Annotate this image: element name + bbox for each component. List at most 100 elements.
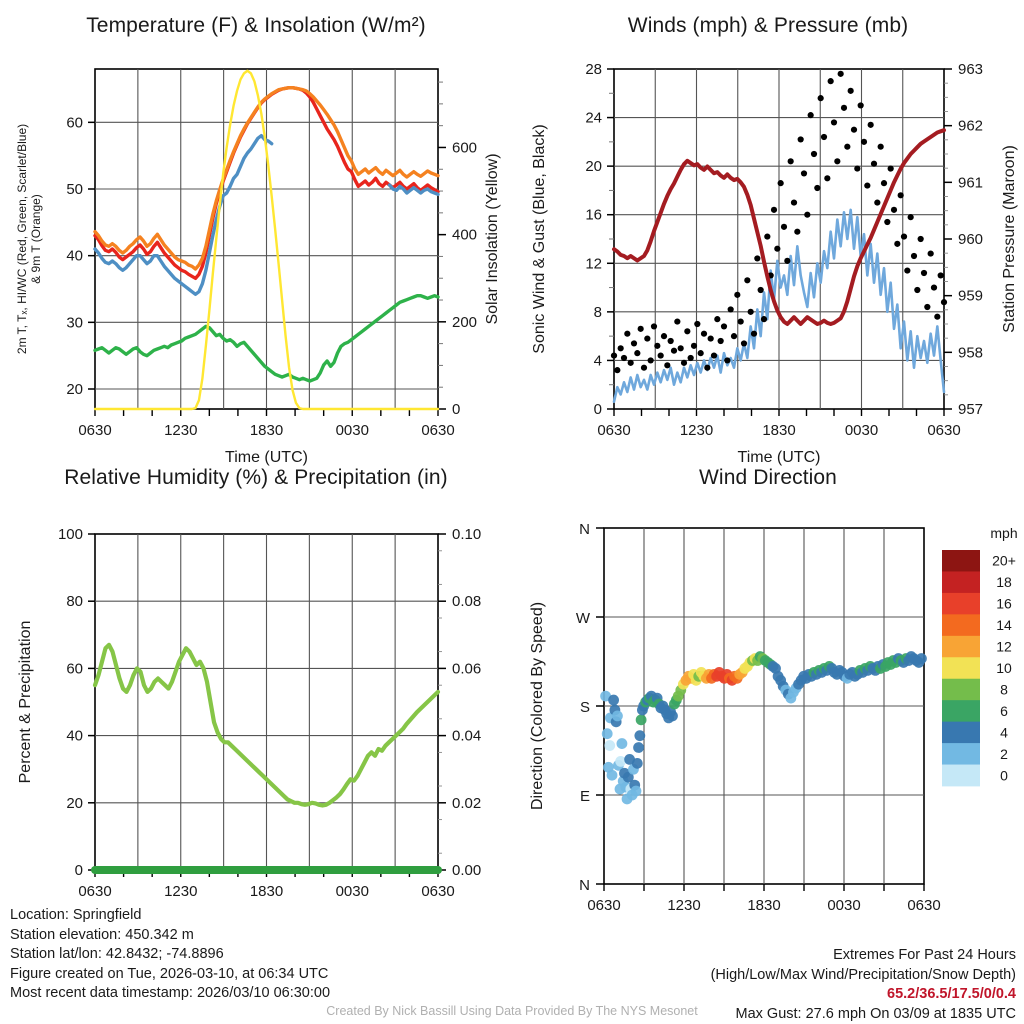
- svg-text:20: 20: [66, 795, 83, 812]
- svg-text:1230: 1230: [164, 883, 197, 900]
- svg-text:0.02: 0.02: [452, 795, 481, 812]
- svg-text:80: 80: [66, 593, 83, 610]
- station-latlon: Station lat/lon: 42.8432; -74.8896: [10, 946, 224, 962]
- wind-dir-point: [608, 694, 619, 706]
- svg-text:0: 0: [594, 401, 602, 418]
- svg-text:N: N: [579, 877, 590, 894]
- data-series: [91, 642, 442, 874]
- winds-chart-svg: 0 4 8 12 16 20 24 28 957 958 959 960 961 962 963 0630 12…: [531, 61, 1018, 466]
- y-axis-left: 0 4 8 12 16 20 24 28: [585, 61, 614, 418]
- svg-text:40: 40: [66, 728, 83, 745]
- svg-text:957: 957: [958, 401, 983, 418]
- svg-text:30: 30: [66, 314, 83, 331]
- svg-text:0630: 0630: [421, 422, 454, 439]
- svg-text:14: 14: [996, 617, 1012, 633]
- svg-text:0630: 0630: [421, 883, 454, 900]
- wind-dir-point: [604, 740, 616, 751]
- svg-text:20+: 20+: [992, 553, 1016, 569]
- station-elevation: Station elevation: 450.342 m: [10, 926, 194, 943]
- svg-text:Percent & Precipitation: Percent & Precipitation: [17, 621, 34, 784]
- svg-text:1830: 1830: [747, 897, 780, 914]
- svg-text:16: 16: [585, 207, 602, 224]
- panel-temperature-insolation: Temperature (F) & Insolation (W/m²) 20 30…: [0, 14, 512, 466]
- series-relative-humidity: [92, 642, 441, 808]
- svg-text:E: E: [580, 788, 590, 805]
- wind-dir-point: [634, 730, 646, 742]
- svg-text:0: 0: [452, 401, 460, 418]
- wind-direction-chart-svg: N W S E N 0630 1230 1830 0030 0630 Direction (Colo…: [529, 521, 1018, 914]
- colorbar-swatch: [942, 550, 980, 572]
- x-axis: 0630 1230 1830 0030 0630: [78, 409, 455, 439]
- y-axis-right: 957 958 959 960 961 962 963: [944, 61, 983, 418]
- svg-text:0.04: 0.04: [452, 728, 481, 745]
- svg-text:Time (UTC): Time (UTC): [225, 449, 308, 466]
- svg-text:12: 12: [585, 255, 602, 272]
- svg-text:100: 100: [58, 526, 83, 543]
- svg-text:963: 963: [958, 61, 983, 78]
- svg-text:2m T, Tₓ, HI/WC (Red, Green, S: 2m T, Tₓ, HI/WC (Red, Green, Scarlet/Blu…: [15, 124, 29, 354]
- series-t-d-green-: [93, 293, 440, 383]
- svg-text:959: 959: [958, 288, 983, 305]
- wind-dir-point: [630, 785, 642, 797]
- x-axis: 0630 1230 1830 0030 0630: [597, 409, 961, 439]
- series-hi-wc-scarlet-blue-: [93, 133, 440, 297]
- plot-frame: [94, 68, 439, 410]
- svg-text:1230: 1230: [164, 422, 197, 439]
- series-gust-black: [610, 70, 948, 374]
- wind-dir-point: [631, 757, 643, 769]
- extremes-subheading: (High/Low/Max Wind/Precipitation/Snow De…: [710, 966, 1016, 983]
- svg-text:0630: 0630: [78, 883, 111, 900]
- series-station-pressure-maroon-: [612, 128, 946, 326]
- svg-text:60: 60: [66, 114, 83, 131]
- panel-winds-pressure: Winds (mph) & Pressure (mb) 0 4 8 12 16 20 24 2…: [512, 14, 1024, 466]
- colorbar-swatch: [942, 657, 980, 680]
- svg-text:Time (UTC): Time (UTC): [738, 449, 821, 466]
- y-axis-right: 0.00 0.02 0.04 0.06 0.08 0.10: [438, 526, 481, 879]
- wind-dir-point: [612, 710, 623, 722]
- y-axis-right: 0 200 400 600: [438, 81, 477, 418]
- svg-text:20: 20: [585, 158, 602, 175]
- svg-text:0030: 0030: [845, 422, 878, 439]
- x-axis: 0630 1230 1830 0030 0630: [78, 870, 455, 900]
- svg-text:958: 958: [958, 344, 983, 361]
- svg-text:0030: 0030: [336, 883, 369, 900]
- series--m-t-orange-: [93, 85, 440, 271]
- wind-dir-point: [667, 710, 678, 722]
- panel-humidity-precipitation: Relative Humidity (%) & Precipitation (i…: [0, 466, 512, 906]
- panel-winddir-title: Wind Direction: [699, 466, 837, 489]
- colorbar-swatch: [942, 635, 980, 658]
- svg-text:& 9m T (Orange): & 9m T (Orange): [29, 194, 43, 284]
- colorbar-swatch: [942, 743, 980, 765]
- svg-text:0: 0: [75, 862, 83, 879]
- colorbar-swatch: [942, 614, 980, 637]
- svg-text:0.10: 0.10: [452, 526, 481, 543]
- svg-text:28: 28: [585, 61, 602, 78]
- figure-created: Figure created on Tue, 2026-03-10, at 06…: [10, 965, 329, 982]
- series-solar-insolation-yellow-: [93, 69, 440, 411]
- y-axis-left: 0 20 40 60 80 100: [58, 526, 95, 879]
- svg-text:50: 50: [66, 181, 83, 198]
- svg-text:Solar Insolation (Yellow): Solar Insolation (Yellow): [484, 153, 501, 324]
- svg-text:1830: 1830: [762, 422, 795, 439]
- svg-text:18: 18: [996, 574, 1012, 590]
- svg-text:4: 4: [1000, 724, 1008, 740]
- colorbar-swatch: [942, 764, 980, 787]
- svg-text:S: S: [580, 699, 590, 716]
- panel-humidity-title: Relative Humidity (%) & Precipitation (i…: [64, 466, 448, 489]
- y-axis-left: 20 30 40 50 60: [66, 114, 95, 398]
- svg-text:W: W: [576, 610, 591, 627]
- svg-text:Sonic Wind & Gust (Blue, Black: Sonic Wind & Gust (Blue, Black): [531, 124, 548, 353]
- x-axis: 0630 1230 1830 0030 0630: [587, 884, 941, 914]
- extremes-heading: Extremes For Past 24 Hours: [833, 947, 1016, 963]
- svg-text:0630: 0630: [587, 897, 620, 914]
- colorbar-swatch: [942, 592, 980, 615]
- wind-dir-point: [606, 769, 618, 781]
- recent-timestamp: Most recent data timestamp: 2026/03/10 0…: [10, 985, 331, 1001]
- svg-text:12: 12: [996, 639, 1012, 655]
- wind-dir-point: [616, 738, 628, 749]
- svg-text:4: 4: [594, 352, 602, 369]
- svg-text:0.00: 0.00: [452, 862, 481, 879]
- svg-text:Direction (Colored By Speed): Direction (Colored By Speed): [529, 602, 546, 810]
